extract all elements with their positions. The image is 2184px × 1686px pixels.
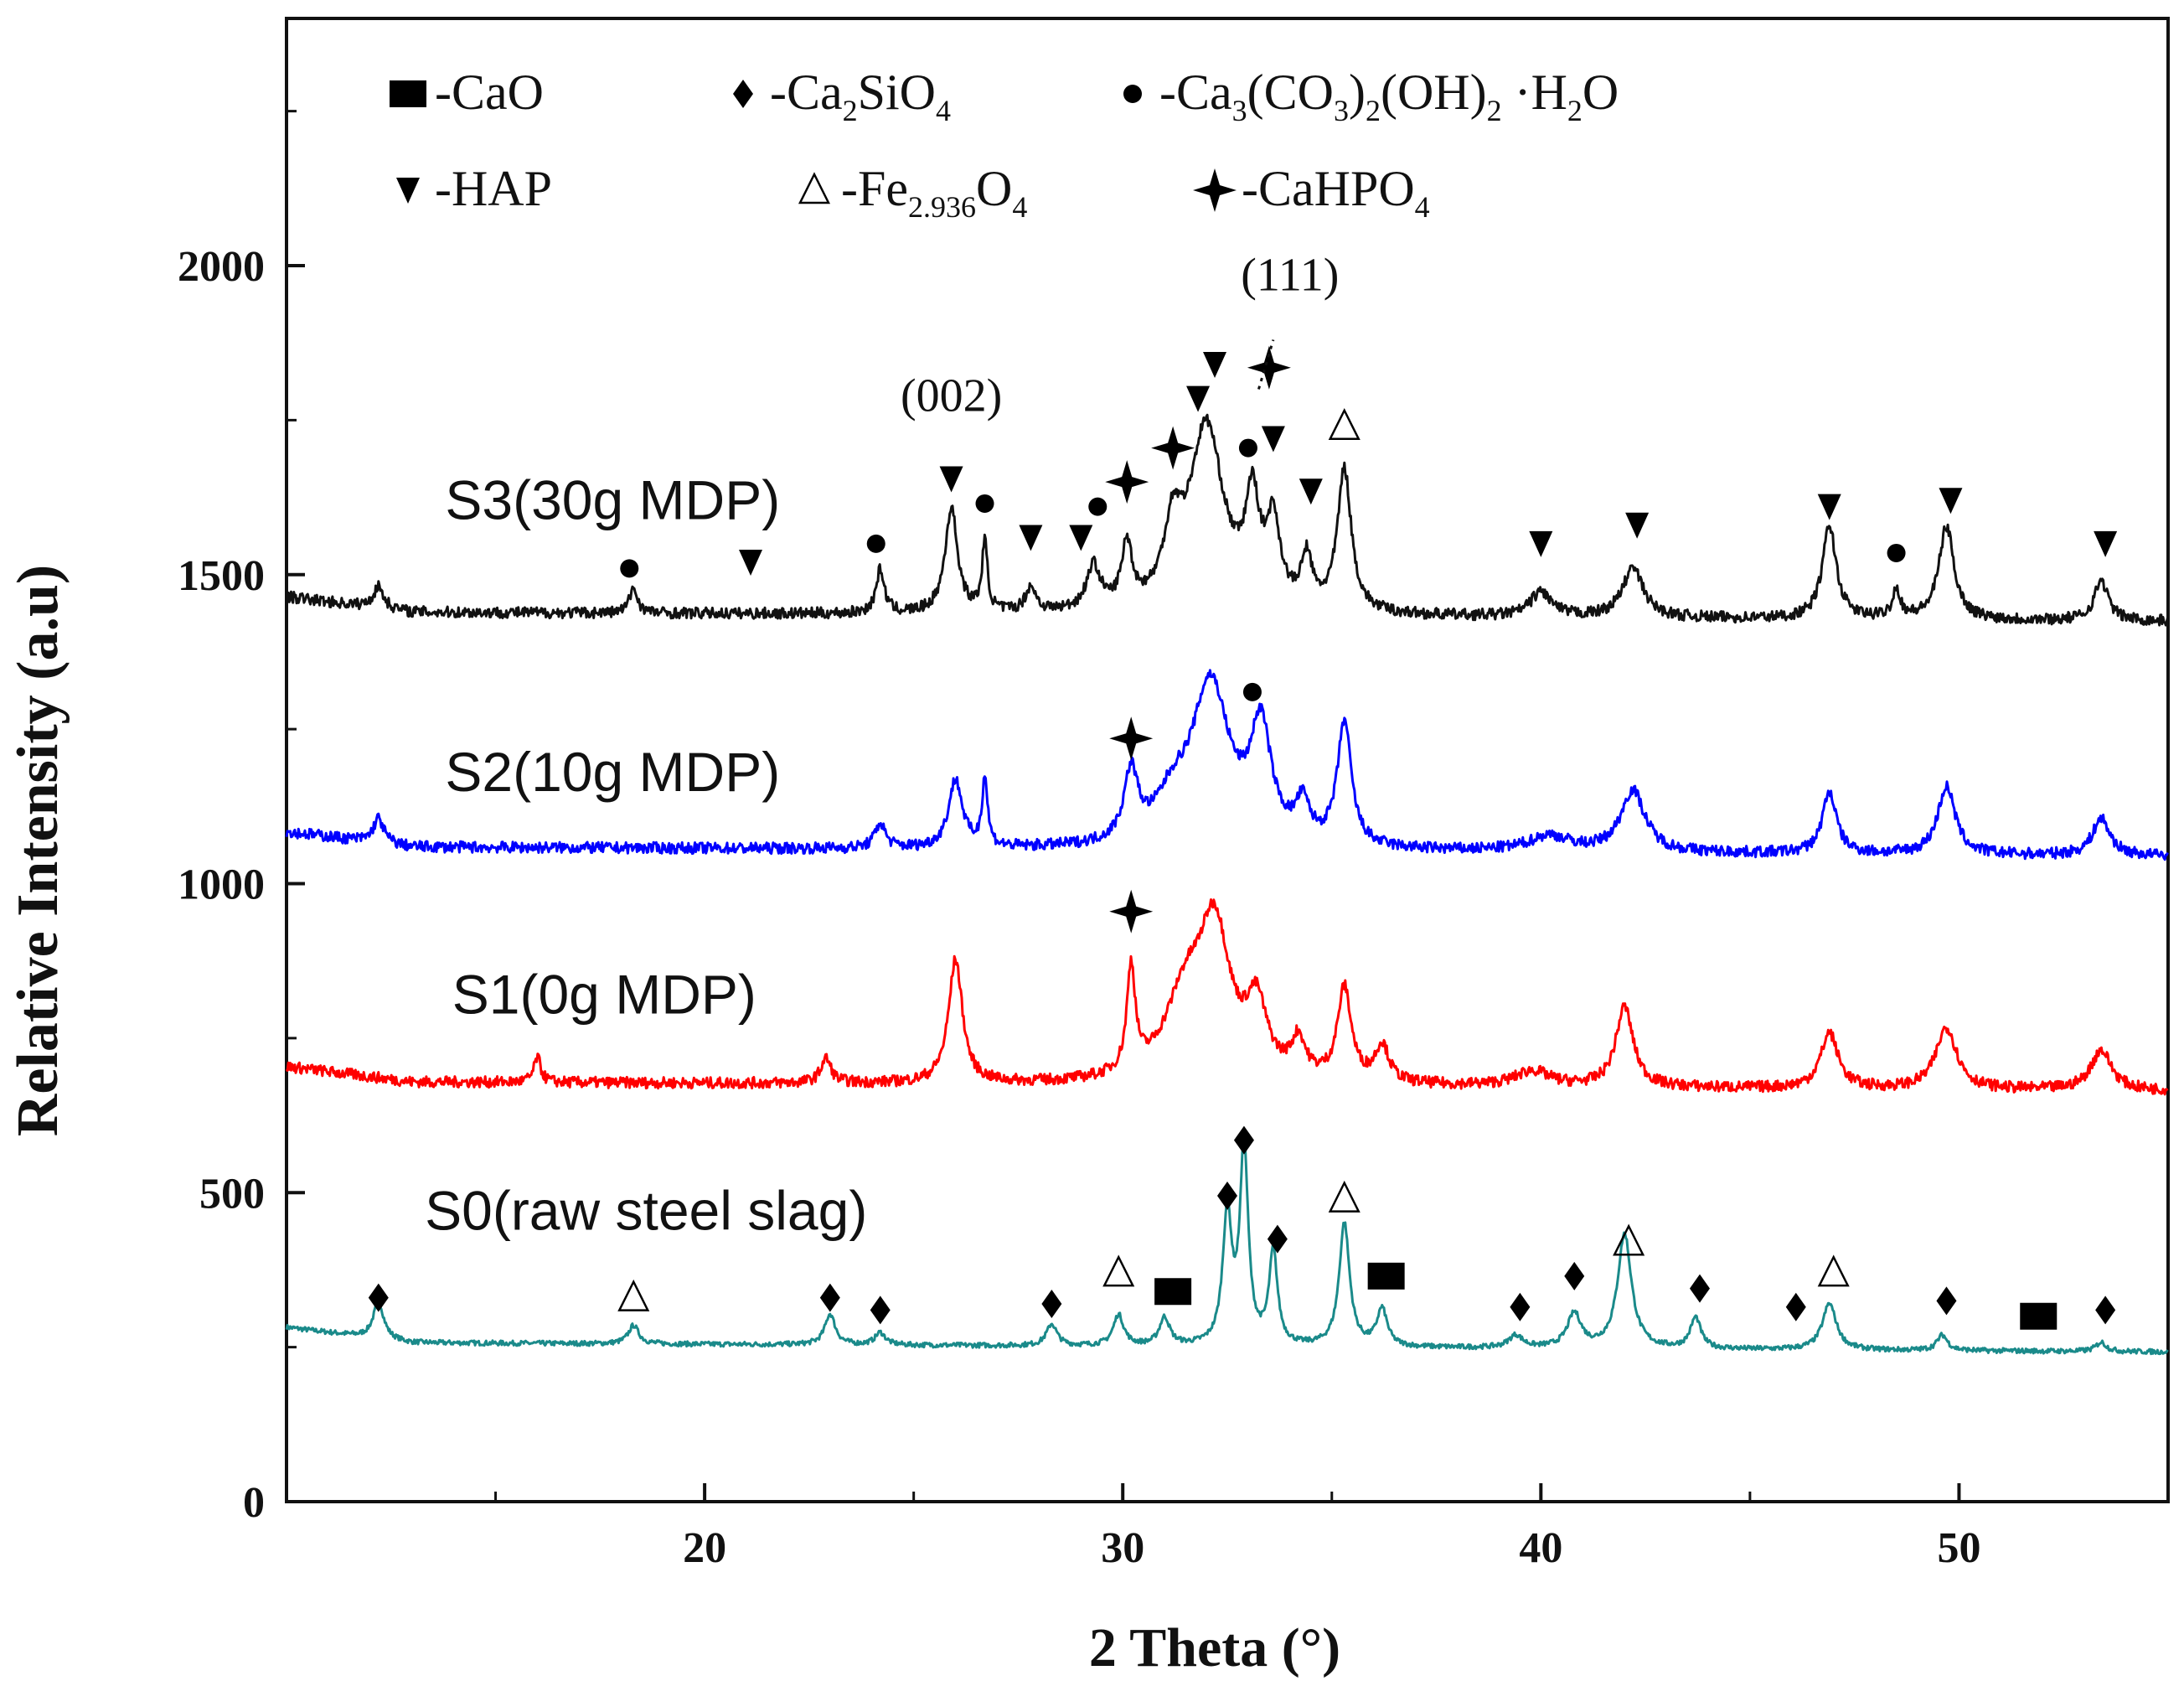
marker-open-triangle: [1613, 1223, 1645, 1256]
marker-down-triangle: [1261, 426, 1285, 453]
marker-dot: [1238, 438, 1257, 458]
marker-open-triangle: [1102, 1254, 1135, 1287]
legend-label: -CaO: [435, 65, 544, 120]
marker-dot: [1088, 497, 1107, 516]
series-line-2: [285, 669, 2169, 861]
legend-entry: -CaHPO4: [1193, 161, 1430, 224]
marker-open-triangle: [1328, 1180, 1360, 1213]
marker-square: [2020, 1302, 2058, 1330]
marker-diamond: [1217, 1181, 1237, 1210]
marker-diamond: [1233, 1125, 1254, 1155]
legend-label: -Ca2SiO4: [770, 65, 951, 127]
marker-diamond: [1689, 1274, 1710, 1303]
y-tick-label: 0: [243, 1479, 265, 1527]
marker-star: [1105, 460, 1149, 504]
series-label: S0(raw steel slag): [425, 1180, 867, 1242]
marker-star: [1109, 889, 1154, 934]
marker-down-triangle: [939, 466, 963, 493]
legend-symbol-down-triangle: [396, 178, 420, 204]
marker-down-triangle: [2094, 530, 2118, 557]
series-line-1: [285, 898, 2169, 1096]
y-tick-label: 500: [199, 1170, 265, 1218]
marker-diamond: [819, 1283, 840, 1312]
annotation-arrow: [1257, 339, 1275, 390]
legend-label: -HAP: [435, 161, 552, 216]
legend-label: -CaHPO4: [1242, 161, 1430, 224]
legend-symbol-diamond: [733, 80, 753, 108]
marker-diamond: [368, 1283, 389, 1312]
series-line-3: [285, 413, 2169, 627]
marker-down-triangle: [1299, 478, 1323, 505]
legend-entry: -CaO: [390, 65, 544, 120]
marker-open-triangle: [1817, 1254, 1850, 1287]
marker-dot: [866, 534, 885, 553]
marker-diamond: [1936, 1286, 1957, 1316]
marker-dot: [620, 559, 639, 578]
series-label: S1(0g MDP): [452, 963, 756, 1025]
marker-down-triangle: [739, 550, 763, 576]
annotation-label: (002): [901, 370, 1002, 422]
marker-diamond: [1785, 1292, 1806, 1321]
x-tick-label: 40: [1519, 1524, 1562, 1572]
legend-symbol-dot: [1123, 85, 1142, 103]
marker-down-triangle: [1939, 488, 1963, 515]
marker-square: [1154, 1278, 1192, 1306]
marker-down-triangle: [1203, 352, 1227, 378]
y-tick-label: 1500: [178, 552, 265, 600]
marker-square: [1367, 1262, 1405, 1290]
marker-dot: [1242, 682, 1262, 701]
legend-label: -Ca3(CO3)2(OH)2 ·H2O: [1159, 65, 1619, 127]
marker-down-triangle: [1069, 525, 1093, 551]
marker-diamond: [1510, 1292, 1531, 1321]
x-tick-label: 30: [1101, 1524, 1144, 1572]
marker-down-triangle: [1186, 385, 1211, 412]
y-axis-title: Relative Intensity (a.u): [6, 565, 70, 1136]
marker-down-triangle: [1529, 530, 1553, 557]
annotations: (002) (111): [901, 250, 1339, 422]
legend-label: -Fe2.936O4: [841, 161, 1027, 224]
plot-border: [285, 17, 2170, 1503]
plot-frame: [285, 17, 2170, 1503]
marker-diamond: [1267, 1224, 1288, 1254]
series-labels: S3(30g MDP) S2(10g MDP) S1(0g MDP) S0(raw s…: [425, 468, 867, 1241]
series-line-0: [285, 1137, 2169, 1356]
legend-entry: -HAP: [396, 161, 552, 216]
marker-down-triangle: [1817, 494, 1841, 520]
y-tick-label: 1000: [178, 861, 265, 909]
legend-symbol-open-triangle: [798, 172, 831, 204]
legend-entry: -Ca2SiO4: [733, 65, 951, 127]
series-label: S3(30g MDP): [445, 468, 780, 530]
marker-diamond: [1041, 1290, 1062, 1318]
annotation-label: (111): [1241, 250, 1339, 302]
marker-open-triangle: [1328, 407, 1360, 440]
legend-entry: -Fe2.936O4: [798, 161, 1027, 224]
series-label: S2(10g MDP): [445, 741, 780, 803]
legend: -CaO -Ca2SiO4 -Ca3(CO3)2(OH)2 ·H2O -HAP -Fe2…: [390, 65, 1619, 224]
legend-entry: -Ca3(CO3)2(OH)2 ·H2O: [1123, 65, 1619, 127]
marker-diamond: [2095, 1296, 2116, 1325]
peak-markers: [368, 345, 2118, 1330]
x-axis-title: 2 Theta (°): [1089, 1617, 1340, 1678]
y-tick-label: 2000: [178, 243, 265, 291]
legend-symbol-star: [1193, 168, 1237, 212]
marker-star: [1151, 426, 1195, 470]
marker-down-triangle: [1019, 525, 1043, 551]
marker-star: [1109, 716, 1154, 761]
marker-diamond: [870, 1296, 891, 1325]
legend-symbol-square: [390, 80, 426, 107]
marker-dot: [975, 494, 994, 513]
marker-open-triangle: [617, 1279, 650, 1311]
x-tick-label: 20: [683, 1524, 726, 1572]
marker-dot: [1887, 543, 1906, 562]
marker-down-triangle: [1625, 512, 1650, 539]
marker-diamond: [1564, 1261, 1585, 1290]
marker-star: [1247, 345, 1291, 390]
x-tick-label: 50: [1937, 1524, 1980, 1572]
